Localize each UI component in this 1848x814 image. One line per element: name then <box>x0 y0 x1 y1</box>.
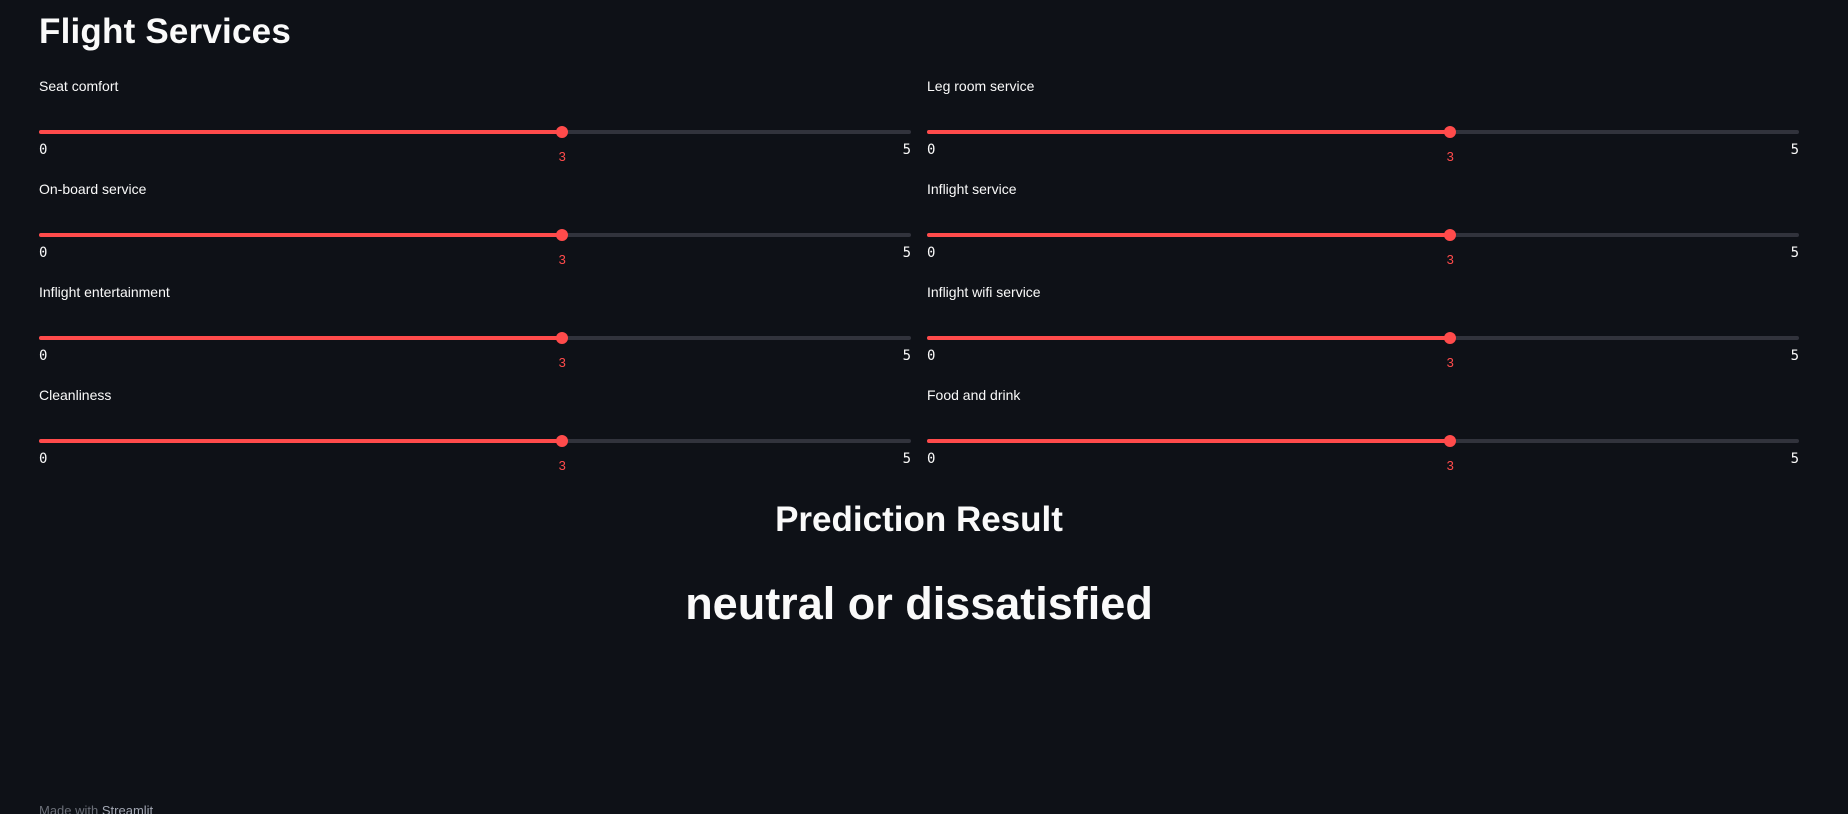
section-title: Flight Services <box>39 12 291 51</box>
slider-leg-room-service: Leg room service 3 0 5 <box>927 76 1799 179</box>
slider-label: Cleanliness <box>39 387 112 403</box>
slider-thumb[interactable] <box>1444 435 1457 447</box>
slider-track[interactable]: 3 <box>927 122 1799 164</box>
slider-current-value: 3 <box>558 458 566 473</box>
slider-label: On-board service <box>39 181 147 197</box>
slider-track[interactable]: 3 <box>927 328 1799 370</box>
prediction-result-heading: Prediction Result <box>775 500 1063 539</box>
slider-track[interactable]: 3 <box>39 225 911 267</box>
slider-current-value: 3 <box>558 149 566 164</box>
prediction-result-value: neutral or dissatisfied <box>685 578 1153 629</box>
slider-label: Inflight service <box>927 181 1017 197</box>
slider-max-label: 5 <box>902 245 911 261</box>
slider-fill <box>927 130 1451 134</box>
slider-thumb[interactable] <box>1444 126 1457 138</box>
footer-prefix: Made with <box>39 803 102 814</box>
slider-max-label: 5 <box>1790 451 1799 467</box>
slider-inflight-service: Inflight service 3 0 5 <box>927 179 1799 282</box>
slider-min-label: 0 <box>39 245 48 261</box>
slider-max-label: 5 <box>1790 142 1799 158</box>
slider-label: Inflight entertainment <box>39 284 170 300</box>
slider-thumb[interactable] <box>556 229 569 241</box>
streamlit-link[interactable]: Streamlit <box>101 803 154 814</box>
slider-label: Inflight wifi service <box>927 284 1041 300</box>
slider-thumb[interactable] <box>556 435 569 447</box>
slider-current-value: 3 <box>558 355 566 370</box>
slider-max-label: 5 <box>1790 348 1799 364</box>
slider-fill <box>39 439 563 443</box>
slider-min-label: 0 <box>927 245 936 261</box>
slider-fill <box>39 336 563 340</box>
slider-track[interactable]: 3 <box>39 328 911 370</box>
slider-label: Leg room service <box>927 78 1035 94</box>
slider-max-label: 5 <box>1790 245 1799 261</box>
slider-min-label: 0 <box>39 348 48 364</box>
slider-fill <box>39 233 563 237</box>
slider-inflight-wifi-service: Inflight wifi service 3 0 5 <box>927 282 1799 385</box>
slider-thumb[interactable] <box>1444 229 1457 241</box>
slider-food-and-drink: Food and drink 3 0 5 <box>927 385 1799 488</box>
slider-current-value: 3 <box>1446 355 1454 370</box>
slider-grid: Seat comfort 3 0 5 Leg room service 3 0 … <box>39 76 1799 488</box>
slider-min-label: 0 <box>927 348 936 364</box>
slider-label: Food and drink <box>927 387 1021 403</box>
slider-current-value: 3 <box>558 252 566 267</box>
slider-thumb[interactable] <box>556 332 569 344</box>
slider-fill <box>927 439 1451 443</box>
slider-max-label: 5 <box>902 348 911 364</box>
slider-max-label: 5 <box>902 142 911 158</box>
slider-cleanliness: Cleanliness 3 0 5 <box>39 385 911 488</box>
slider-current-value: 3 <box>1446 458 1454 473</box>
slider-min-label: 0 <box>39 142 48 158</box>
slider-min-label: 0 <box>927 451 936 467</box>
slider-fill <box>39 130 563 134</box>
slider-label: Seat comfort <box>39 78 119 94</box>
slider-thumb[interactable] <box>556 126 569 138</box>
slider-track[interactable]: 3 <box>927 225 1799 267</box>
slider-fill <box>927 336 1451 340</box>
slider-current-value: 3 <box>1446 252 1454 267</box>
slider-inflight-entertainment: Inflight entertainment 3 0 5 <box>39 282 911 385</box>
slider-seat-comfort: Seat comfort 3 0 5 <box>39 76 911 179</box>
slider-max-label: 5 <box>902 451 911 467</box>
slider-track[interactable]: 3 <box>39 431 911 473</box>
slider-min-label: 0 <box>927 142 936 158</box>
slider-on-board-service: On-board service 3 0 5 <box>39 179 911 282</box>
slider-track[interactable]: 3 <box>39 122 911 164</box>
slider-track[interactable]: 3 <box>927 431 1799 473</box>
slider-min-label: 0 <box>39 451 48 467</box>
slider-fill <box>927 233 1451 237</box>
footer: Made with Streamlit <box>39 803 153 814</box>
slider-current-value: 3 <box>1446 149 1454 164</box>
slider-thumb[interactable] <box>1444 332 1457 344</box>
